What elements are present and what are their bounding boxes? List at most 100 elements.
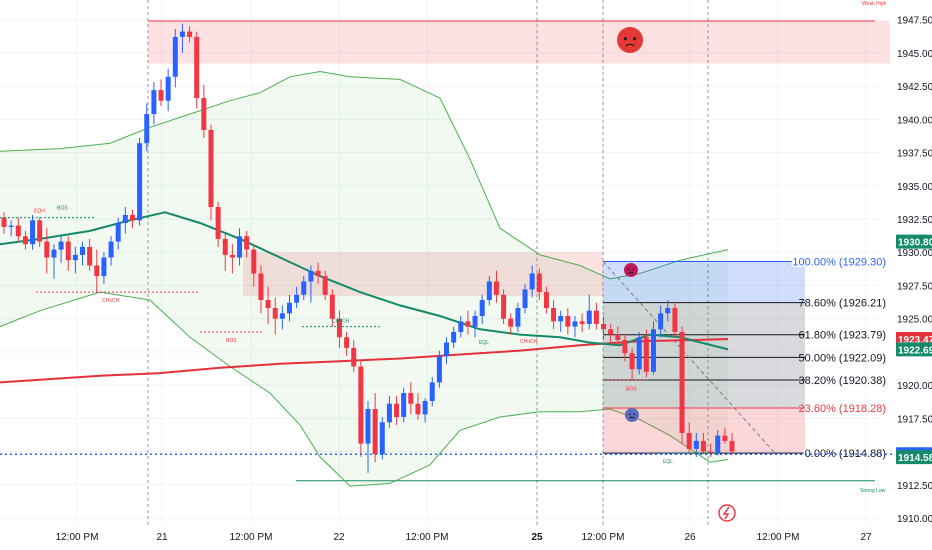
candle-body (222, 238, 228, 255)
candle-body (608, 329, 614, 335)
candle-body (686, 432, 692, 449)
candle-body (593, 310, 599, 324)
face-eye (632, 268, 635, 271)
price-axis-bg (890, 0, 932, 525)
candlestick-series (1, 23, 735, 473)
candle-body (458, 321, 464, 332)
candle-body (579, 321, 585, 324)
candle-body (715, 435, 721, 453)
candle-body (308, 270, 314, 282)
face-eye (623, 37, 628, 41)
fib-level-label: 78.60% (1926.21) (799, 298, 886, 310)
fib-level-label: 38.20% (1920.38) (799, 375, 886, 387)
candle-body (286, 302, 292, 314)
price-badge-label: 1922.69 (898, 345, 932, 356)
candle-body (422, 401, 428, 415)
candle-body (237, 236, 243, 258)
candle-body (22, 236, 28, 245)
eql-label: EQL (479, 340, 489, 346)
candle-body (408, 393, 414, 404)
fib-zone-mid (603, 302, 805, 408)
fib-level-label: 50.00% (1922.09) (799, 352, 886, 364)
time-tick-label: 12:00 PM (406, 532, 449, 543)
candle-body (30, 220, 36, 245)
candle-body (636, 337, 642, 370)
candle-body (58, 241, 64, 250)
time-tick-label: 12:00 PM (230, 532, 273, 543)
strong-low-label: Strong Low (860, 488, 886, 494)
angry-face-icon (617, 27, 643, 53)
supply-zone-top (148, 20, 890, 64)
candle-body (279, 313, 285, 319)
candle-body (493, 281, 499, 295)
fib-level-label: 61.80% (1923.79) (799, 330, 886, 342)
time-tick-label: 21 (156, 532, 168, 543)
candle-body (379, 422, 385, 455)
ma-green (0, 211, 729, 351)
candle-body (215, 207, 221, 239)
face-eye (632, 37, 637, 41)
candle-body (650, 329, 656, 372)
candle-body (336, 318, 342, 338)
face-mouth (625, 43, 635, 47)
price-tick-label: 1942.50 (897, 82, 932, 93)
candle-body (486, 281, 492, 301)
candle-body (315, 270, 321, 277)
candle-body (187, 31, 193, 37)
candle-body (201, 98, 207, 130)
candle-body (501, 294, 507, 319)
face-eye (633, 413, 636, 416)
face-mouth (628, 271, 634, 274)
candle-body (329, 294, 335, 319)
grid-lines (0, 0, 880, 525)
time-axis[interactable]: 12:00 PM 21 12:00 PM 22 12:00 PM 25 12:00 PM 26… (0, 525, 932, 550)
band-fill (0, 71, 728, 487)
candle-body (436, 355, 442, 383)
bos-label: BOS (57, 206, 68, 212)
candle-body (72, 254, 78, 261)
upper-band (0, 70, 729, 280)
candle-body (80, 246, 86, 255)
candle-body (522, 289, 528, 309)
candle-body (258, 273, 264, 301)
candle-body (272, 308, 278, 319)
price-tick-label: 1947.50 (897, 16, 932, 27)
price-axis[interactable]: 1947.50 1945.00 1942.50 1940.00 1937.50 1935.… (890, 0, 932, 525)
face-circle (617, 27, 643, 53)
candle-body (558, 316, 564, 322)
candle-body (615, 334, 621, 340)
time-tick-label: 22 (333, 532, 345, 543)
candle-body (386, 403, 392, 423)
candle-body (1, 217, 7, 227)
candle-body (365, 409, 371, 444)
price-tick-label: 1910.00 (897, 514, 932, 525)
face-circle (624, 263, 638, 277)
candle-body (415, 403, 421, 415)
face-circle (625, 408, 639, 422)
worried-face-icon (625, 408, 639, 422)
price-badge (896, 450, 932, 465)
candle-body (44, 241, 50, 258)
weak-high-label: Weak High (862, 1, 887, 7)
candle-body (551, 308, 557, 322)
candle-body (108, 241, 114, 258)
candle-body (601, 323, 607, 330)
candle-body (322, 276, 328, 295)
candle-body (137, 143, 143, 221)
candle-body (208, 129, 214, 208)
fib-level-label: 23.60% (1918.28) (799, 403, 886, 415)
candle-body (344, 337, 350, 348)
candle-body (451, 331, 457, 343)
fib-trend-line (602, 261, 776, 454)
time-tick-label: 12:00 PM (56, 532, 99, 543)
price-tick-label: 1920.00 (897, 381, 932, 392)
candle-body (37, 220, 43, 242)
candle-body (394, 403, 400, 417)
price-tick-label: 1935.00 (897, 182, 932, 193)
candle-body (122, 215, 128, 223)
candle-body (515, 308, 521, 327)
price-tick-label: 1930.00 (897, 248, 932, 259)
price-tick-label: 1937.50 (897, 149, 932, 160)
